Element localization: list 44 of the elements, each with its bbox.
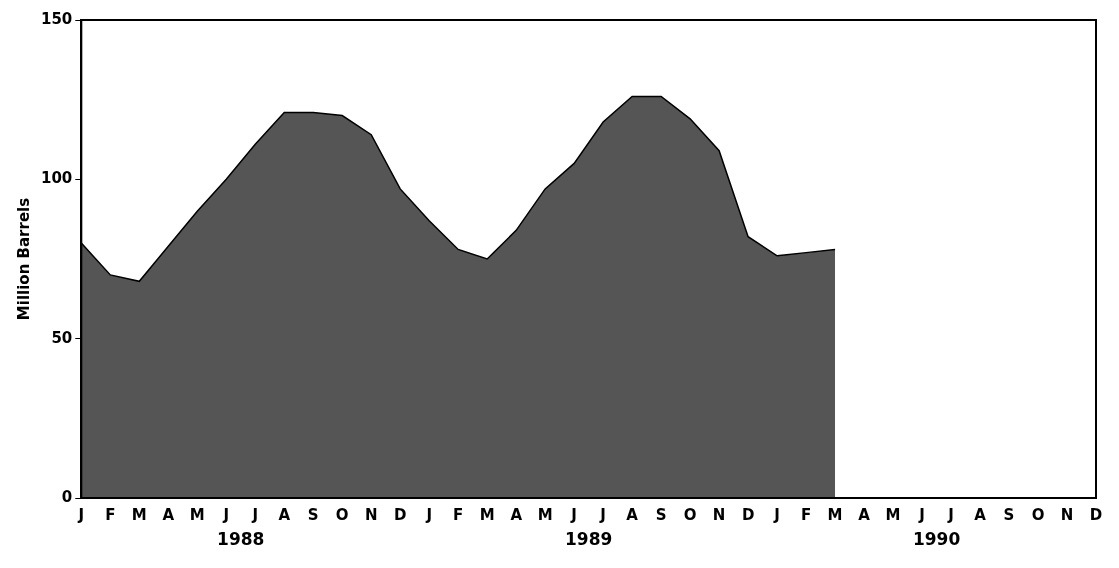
x-tick-label: D (393, 505, 407, 524)
x-tick-label: A (974, 505, 987, 524)
x-tick-label: M (885, 505, 901, 524)
x-tick-label: A (626, 505, 639, 524)
x-tick-label: J (918, 505, 925, 524)
x-tick-label: M (827, 505, 843, 524)
x-tick-label: A (278, 505, 291, 524)
x-tick-label: J (77, 505, 85, 524)
text: 1988 (217, 528, 265, 549)
x-tick-label: O (335, 505, 349, 524)
y-axis-title: Million Barrels (14, 197, 33, 321)
x-tick-label: J (222, 505, 230, 524)
y-tick-label: 0 (61, 487, 73, 506)
x-tick-label: A (510, 505, 523, 524)
x-tick-label: F (453, 505, 464, 524)
x-tick-label: J (773, 505, 780, 524)
x-tick-label: S (307, 505, 319, 524)
x-tick-label: F (105, 505, 116, 524)
y-tick-label: 100 (41, 169, 73, 188)
x-tick-label: N (1060, 505, 1074, 524)
x-tick-label: O (683, 505, 697, 524)
x-tick-label: N (712, 505, 726, 524)
x-tick-label: M (131, 505, 147, 524)
x-tick-label: D (741, 505, 755, 524)
x-tick-label: J (599, 505, 606, 524)
x-tick-label: J (947, 505, 954, 524)
x-tick-label: D (1089, 505, 1103, 524)
x-tick-label: S (655, 505, 667, 524)
y-tick-label: 150 (41, 9, 73, 28)
x-tick-label: A (162, 505, 175, 524)
x-tick-label: M (189, 505, 205, 524)
x-tick-label: O (1031, 505, 1045, 524)
text: 1989 (564, 528, 613, 549)
text: 1990 (912, 528, 961, 549)
y-tick-label: 50 (51, 328, 73, 347)
x-tick-label: S (1003, 505, 1015, 524)
x-tick-label: F (800, 505, 812, 524)
x-tick-label: J (570, 505, 577, 524)
x-tick-label: N (364, 505, 378, 524)
x-tick-label: M (479, 505, 495, 524)
x-tick-label: M (537, 505, 553, 524)
x-tick-label: J (251, 505, 259, 524)
x-tick-label: A (858, 505, 871, 524)
x-tick-label: J (425, 505, 432, 524)
